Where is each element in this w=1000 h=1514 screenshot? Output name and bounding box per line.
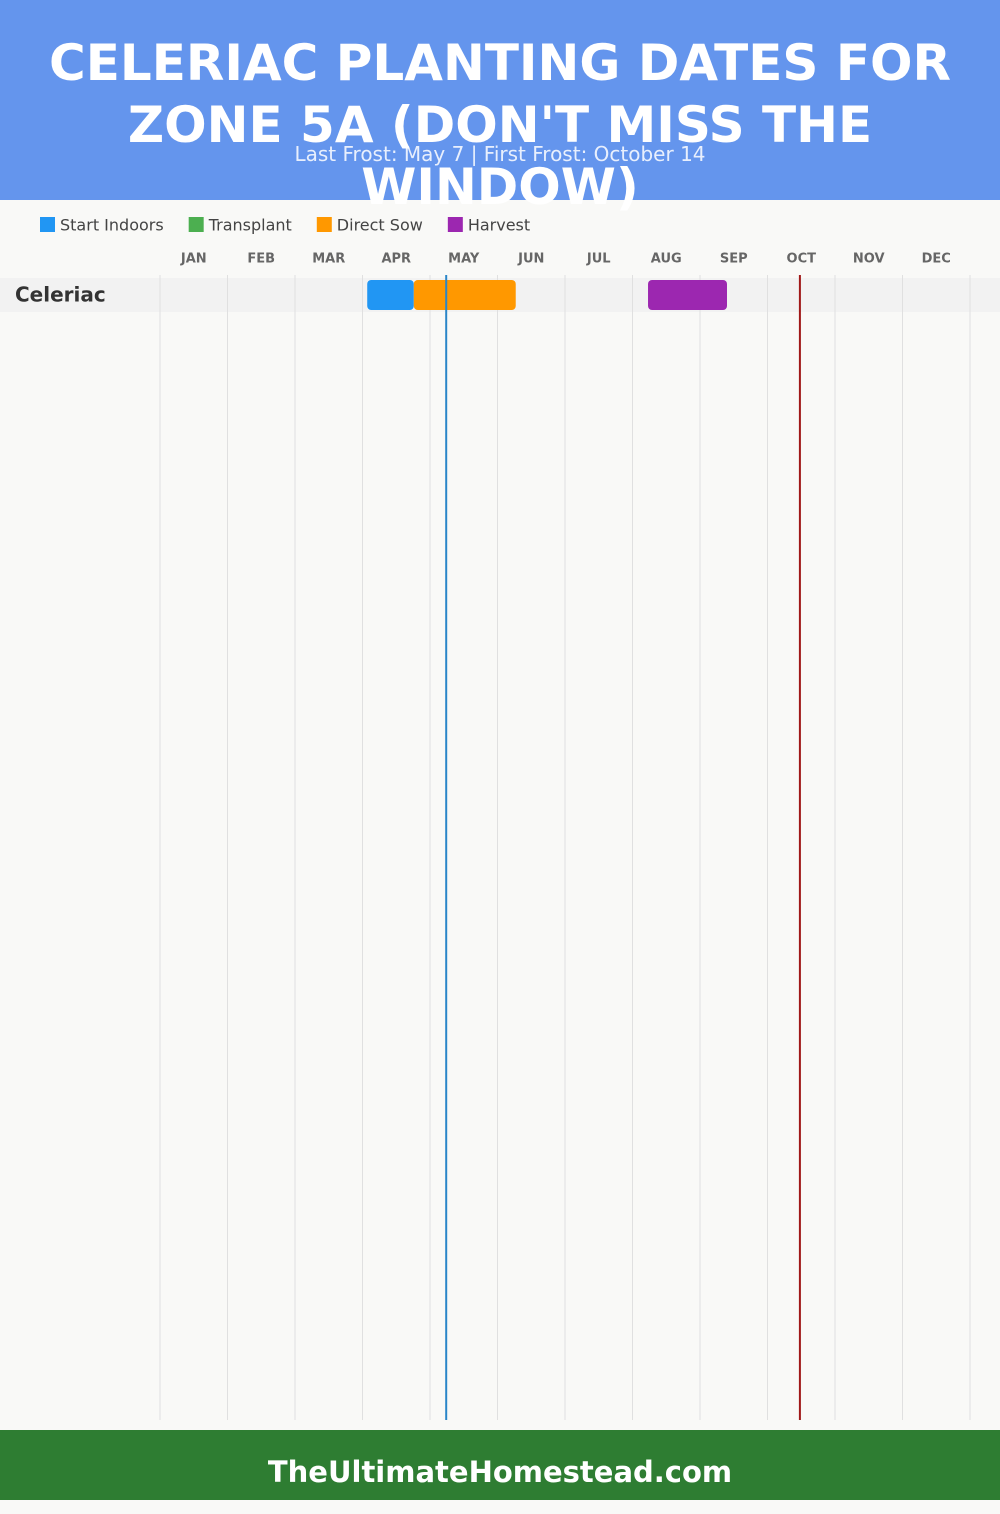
x-tick-label: MAR bbox=[312, 252, 345, 267]
header: Celeriac Planting Dates for Zone 5A (Don… bbox=[0, 0, 1000, 216]
x-tick-label: FEB bbox=[247, 252, 275, 267]
legend-swatch bbox=[447, 217, 463, 232]
x-tick-label: DEC bbox=[922, 252, 951, 267]
chart-subtitle: Last Frost: May 7 | First Frost: October… bbox=[294, 142, 706, 166]
bar bbox=[648, 280, 727, 310]
legend-label: Transplant bbox=[208, 216, 292, 235]
x-tick-label: JUL bbox=[586, 252, 611, 267]
legend-label: Start Indoors bbox=[60, 216, 164, 235]
chart: Start Indoors Transplant Direct Sow Harvest… bbox=[0, 216, 1000, 1420]
x-tick-label: JAN bbox=[180, 252, 207, 267]
legend-swatch bbox=[316, 217, 332, 232]
x-tick-label: MAY bbox=[448, 252, 480, 267]
x-tick-label: JUN bbox=[517, 252, 544, 267]
x-tick-label: AUG bbox=[651, 252, 682, 267]
x-tick-label: OCT bbox=[787, 252, 817, 267]
x-tick-label: SEP bbox=[720, 252, 748, 267]
chart-title: Celeriac Planting Dates for Zone 5A (Don… bbox=[49, 34, 951, 216]
legend-swatch bbox=[40, 217, 55, 232]
legend-label: Harvest bbox=[468, 216, 530, 235]
bar bbox=[413, 280, 516, 310]
footer: TheUltimateHomestead.com bbox=[0, 1430, 1000, 1500]
bar bbox=[367, 280, 414, 310]
legend-label: Direct Sow bbox=[337, 216, 423, 235]
x-tick-label: NOV bbox=[853, 252, 885, 267]
row-label: Celeriac bbox=[15, 283, 106, 307]
x-tick-label: APR bbox=[381, 252, 411, 267]
legend-swatch bbox=[188, 217, 204, 232]
